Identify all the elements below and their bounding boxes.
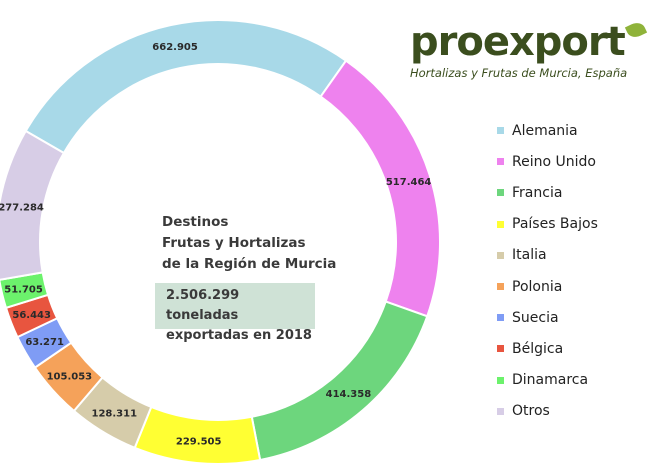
legend-item-suecia: Suecia (497, 302, 598, 333)
legend-label: Bélgica (512, 340, 564, 357)
slice-paises-bajos (133, 405, 262, 465)
total-box: 2.506.299 toneladas exportadas en 2018 (155, 283, 315, 343)
data-label-suecia: 63.271 (25, 337, 64, 348)
legend-swatch (497, 127, 504, 135)
legend-swatch (497, 283, 504, 291)
legend-swatch (497, 251, 504, 259)
slice-alemania (24, 19, 348, 155)
legend-swatch (497, 220, 504, 228)
legend-item-reino-unido: Reino Unido (497, 146, 598, 177)
data-label-italia: 128.311 (91, 408, 137, 419)
legend-swatch (497, 189, 504, 197)
legend-swatch (497, 158, 504, 166)
brand-name: proexport (410, 19, 660, 64)
data-label-alemania: 662.905 (152, 42, 198, 53)
data-label-reino-unido: 517.464 (386, 177, 432, 188)
chart-title: Destinos Frutas y Hortalizas de la Regió… (162, 212, 336, 275)
slice-otros (0, 129, 66, 281)
legend-item-dinamarca: Dinamarca (497, 365, 598, 396)
legend-label: Dinamarca (512, 372, 589, 389)
legend-item-alemania: Alemania (497, 115, 598, 146)
legend-item-francia: Francia (497, 177, 598, 208)
legend-label: Suecia (512, 309, 559, 326)
legend-item-otros: Otros (497, 396, 598, 427)
data-label-belgica: 56.443 (12, 310, 51, 321)
legend-swatch (497, 314, 504, 322)
legend-label: Francia (512, 184, 563, 201)
brand-logo: proexport Hortalizas y Frutas de Murcia,… (410, 19, 660, 80)
legend-item-italia: Italia (497, 240, 598, 271)
data-label-paises-bajos: 229.505 (176, 437, 222, 448)
legend-item-belgica: Bélgica (497, 333, 598, 364)
title-line-2: Frutas y Hortalizas (162, 235, 306, 251)
data-label-dinamarca: 51.705 (4, 284, 43, 295)
slice-reino-unido (319, 59, 441, 318)
legend-label: Reino Unido (512, 153, 596, 170)
leaf-icon (624, 19, 647, 41)
total-caption: exportadas en 2018 (166, 328, 312, 343)
brand-tagline: Hortalizas y Frutas de Murcia, España (410, 66, 628, 80)
legend-item-polonia: Polonia (497, 271, 598, 302)
legend-label: Italia (512, 247, 547, 264)
legend: Alemania Reino Unido Francia Países Bajos It… (497, 115, 598, 427)
title-line-3: de la Región de Murcia (162, 256, 337, 272)
legend-label: Alemania (512, 122, 578, 139)
legend-label: Polonia (512, 278, 563, 295)
legend-swatch (497, 407, 504, 415)
title-line-1: Destinos (162, 214, 229, 230)
legend-swatch (497, 376, 504, 384)
legend-label: Países Bajos (512, 216, 598, 233)
legend-item-paises-bajos: Países Bajos (497, 209, 598, 240)
data-label-otros: 277.284 (0, 202, 44, 213)
legend-swatch (497, 345, 504, 353)
data-label-francia: 414.358 (326, 389, 372, 400)
total-tonnes: 2.506.299 toneladas (166, 288, 240, 323)
legend-label: Otros (512, 403, 550, 420)
data-label-polonia: 105.053 (47, 371, 93, 382)
